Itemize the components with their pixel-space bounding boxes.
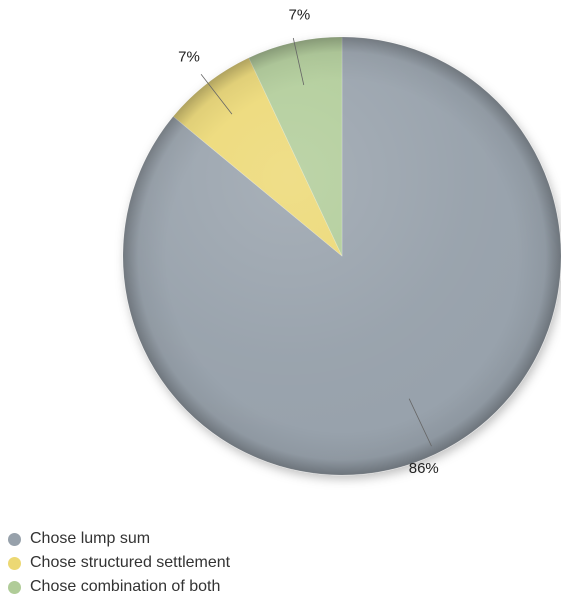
pie-slices [122, 36, 561, 476]
legend-item-structured-settlement: Chose structured settlement [8, 551, 230, 575]
legend-item-combination: Chose combination of both [8, 575, 230, 599]
leader-lines [200, 37, 432, 447]
legend: Chose lump sum Chose structured settleme… [8, 527, 230, 599]
data-labels: 86% 7% 7% [178, 7, 439, 477]
leader-line-lump-sum [408, 398, 432, 447]
legend-swatch-structured-settlement [8, 556, 21, 570]
legend-label-structured-settlement: Chose structured settlement [30, 554, 231, 571]
legend-item-lump-sum: Chose lump sum [8, 527, 230, 551]
data-label-lump-sum: 86% [409, 460, 439, 477]
legend-swatch-combination [8, 580, 21, 594]
leader-line-combination [292, 37, 305, 86]
legend-label-combination: Chose combination of both [30, 578, 221, 595]
data-label-structured-settlement: 7% [178, 49, 200, 66]
data-label-combination: 7% [288, 7, 310, 24]
leader-line-structured-settlement [200, 74, 233, 115]
legend-label-lump-sum: Chose lump sum [30, 530, 151, 547]
legend-swatch-lump-sum [8, 532, 21, 546]
